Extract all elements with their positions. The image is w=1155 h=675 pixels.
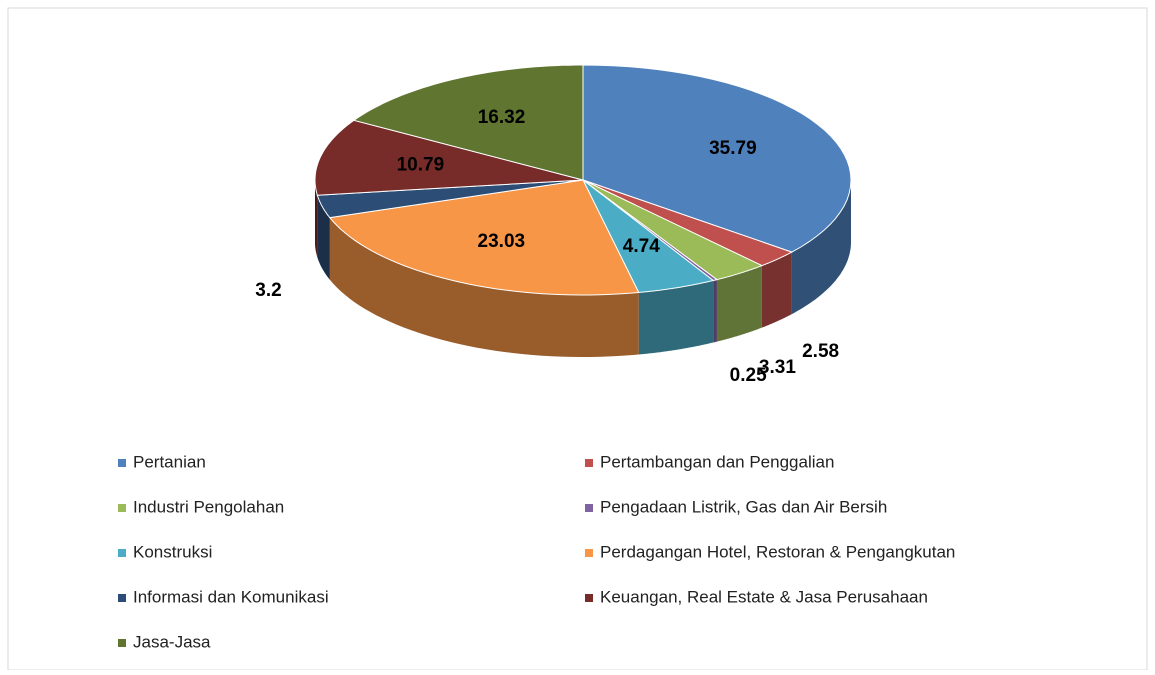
legend-label: Jasa-Jasa <box>133 632 211 651</box>
data-label: 23.03 <box>478 231 526 252</box>
legend-swatch <box>118 549 126 557</box>
legend-swatch <box>585 504 593 512</box>
pie-slice <box>582 64 852 253</box>
pie-slice <box>582 179 794 267</box>
legend-swatch <box>118 639 126 647</box>
pie-slice <box>352 64 584 181</box>
legend-swatch <box>585 549 593 557</box>
pie-side-shade <box>317 195 330 280</box>
legend-label: Perdagangan Hotel, Restoran & Pengangkut… <box>600 542 955 561</box>
data-label: 35.79 <box>709 138 757 159</box>
data-label: 10.79 <box>397 154 445 175</box>
legend-swatch <box>585 594 593 602</box>
data-label: 4.74 <box>623 236 660 257</box>
pie-side <box>791 180 851 315</box>
pie-side <box>713 279 717 343</box>
legend-label: Informasi dan Komunikasi <box>133 587 329 606</box>
legend-swatch <box>585 459 593 467</box>
legend-label: Pertanian <box>133 452 206 471</box>
pie-slice <box>582 179 764 281</box>
pie-side <box>638 280 714 355</box>
legend-label: Pertambangan dan Penggalian <box>600 452 834 471</box>
legend-swatch <box>118 504 126 512</box>
legend-swatch <box>118 594 126 602</box>
legend-label: Pengadaan Listrik, Gas dan Air Bersih <box>600 497 887 516</box>
pie-side-shade <box>761 252 792 328</box>
pie-slice <box>328 179 640 296</box>
data-label: 3.31 <box>759 357 796 378</box>
legend-label: Keuangan, Real Estate & Jasa Perusahaan <box>600 587 928 606</box>
data-label: 16.32 <box>478 107 526 128</box>
legend-swatch <box>118 459 126 467</box>
pie-side-shade <box>315 180 318 258</box>
pie-slice <box>582 179 715 294</box>
pie-side-shade <box>716 265 762 342</box>
pie-slice <box>316 179 584 219</box>
data-label: 3.2 <box>255 280 281 301</box>
pie-side <box>716 265 762 342</box>
data-label: 2.58 <box>802 341 839 362</box>
data-label: 0.25 <box>730 365 767 386</box>
legend-label: Konstruksi <box>133 542 212 561</box>
pie-slice <box>314 119 584 196</box>
pie-side <box>761 252 792 328</box>
pie-side <box>317 195 330 280</box>
pie-side-shade <box>638 280 714 355</box>
legend-label: Industri Pengolahan <box>133 497 284 516</box>
pie-side <box>315 180 318 258</box>
pie-side-shade <box>791 180 851 315</box>
pie-side-shade <box>713 279 717 343</box>
